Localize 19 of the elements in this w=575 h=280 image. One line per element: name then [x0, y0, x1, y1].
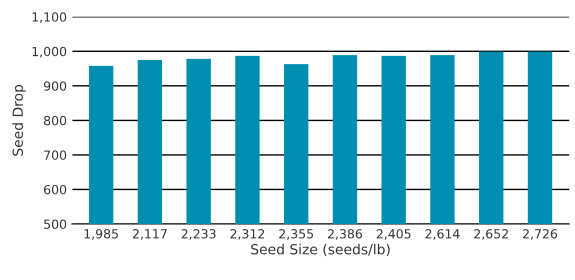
y-tick-label: 1,100 [32, 12, 66, 23]
y-tick-label: 1,000 [32, 46, 66, 58]
x-tick-label: 2,614 [425, 229, 460, 240]
x-tick-label: 2,726 [523, 229, 558, 240]
y-tick-label: 500 [44, 219, 66, 229]
x-tick-label: 2,652 [474, 229, 508, 240]
y-tick-label: 600 [44, 184, 66, 194]
x-tick-label: 2,386 [328, 229, 362, 240]
y-tick-label: 800 [44, 116, 66, 126]
x-tick-label: 1,985 [84, 229, 118, 240]
x-tick-label: 2,117 [132, 229, 167, 240]
y-tick-label: 700 [44, 150, 66, 160]
y-axis-title: Seed Drop [12, 84, 26, 156]
x-axis-title: Seed Size (seeds/lb) [251, 244, 390, 256]
x-tick-label: 2,405 [376, 229, 411, 240]
x-tick-label: 2,233 [182, 229, 216, 240]
x-tick-label: 2,312 [230, 229, 264, 240]
x-tick-label: 2,355 [279, 229, 313, 240]
y-tick-label: 900 [44, 81, 66, 91]
